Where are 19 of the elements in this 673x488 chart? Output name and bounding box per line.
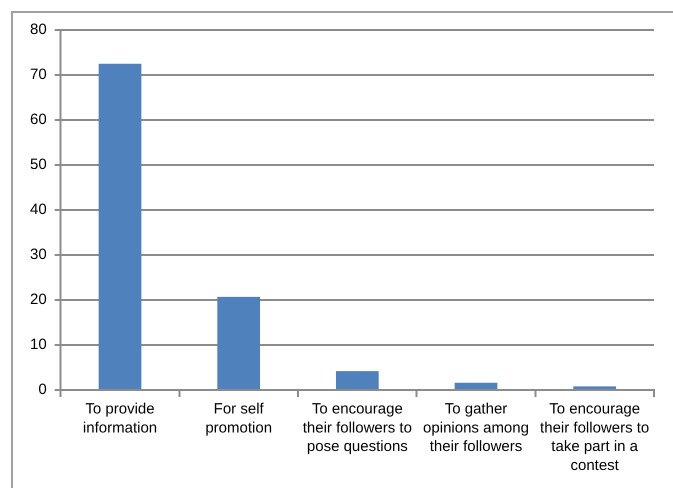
bar [336,371,379,389]
y-tick-label: 30 [30,246,47,264]
x-tick-label: To encourage their followers to pose questions [302,400,412,456]
y-tick-label: 20 [30,291,47,308]
bar [98,64,142,389]
bar [217,296,260,389]
y-tick-label: 70 [30,66,47,84]
x-tick-label: To gather opinions among their followers [423,400,529,456]
y-tick-label: 50 [30,156,47,174]
bar [573,386,616,389]
bar [454,382,498,389]
y-tick-label: 40 [30,201,47,218]
x-tick-label: To provide information [82,400,158,436]
x-tick-label: To encourage their followers to take part in a contest [540,400,650,474]
y-tick-label: 60 [30,111,47,128]
y-tick-label: 80 [30,21,47,38]
y-tick-label: 10 [30,336,47,354]
x-tick-label: For self promotion [205,400,272,436]
y-tick-label: 0 [38,381,47,398]
